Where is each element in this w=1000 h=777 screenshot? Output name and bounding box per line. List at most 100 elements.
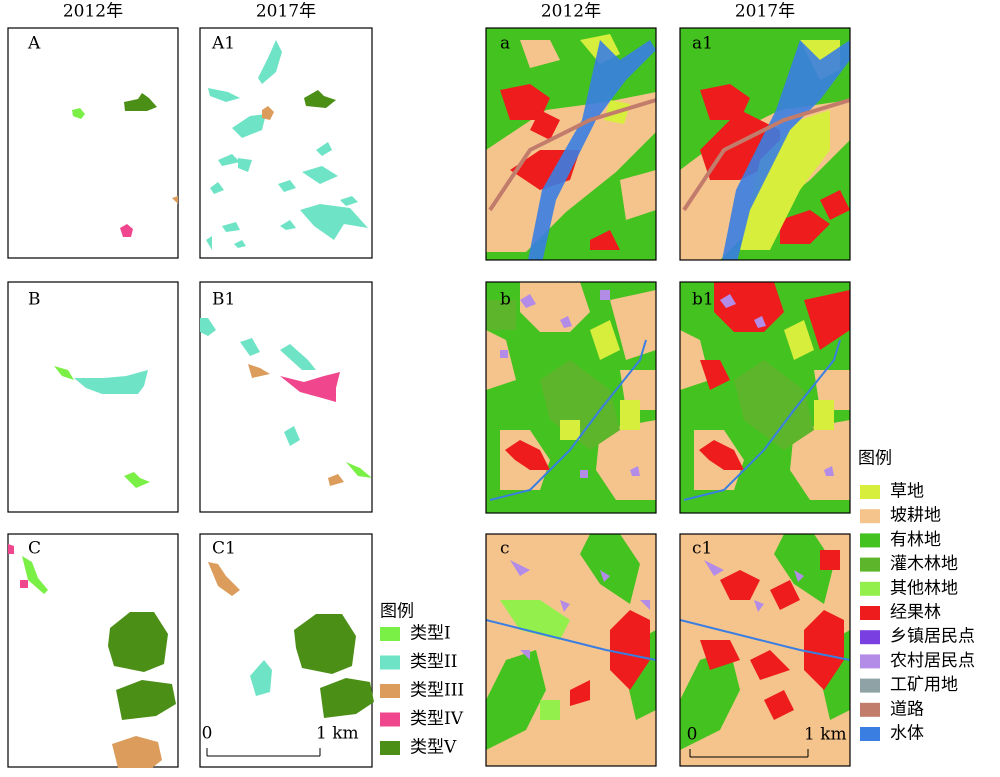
legend-swatch <box>860 630 880 645</box>
panel-label: b1 <box>692 290 714 310</box>
land-patch <box>704 560 804 612</box>
panel-label: B <box>28 290 41 310</box>
legend-swatch <box>380 712 400 727</box>
panel-label: B1 <box>212 290 235 310</box>
patch <box>250 660 272 696</box>
panel-a1: A1 <box>199 27 373 259</box>
patch <box>208 562 240 596</box>
patch <box>346 462 372 478</box>
land-patch <box>505 440 550 470</box>
patch <box>120 224 133 237</box>
panel-c-left: C <box>7 533 179 768</box>
panel-b1: B1 <box>199 281 373 513</box>
legend-swatch <box>860 654 880 669</box>
legend-title: 图例 <box>858 449 892 469</box>
land-patch <box>699 282 850 470</box>
legend-swatch <box>860 533 880 548</box>
legend: 类型I 类型II 类型III 类型IV 类型V <box>380 624 464 758</box>
column-header: 2012年 <box>541 2 601 22</box>
legend-swatch <box>380 627 400 641</box>
scale-label: 1 km <box>804 725 847 745</box>
patch <box>172 196 178 204</box>
panel-b-left: B <box>7 281 179 513</box>
land-patch <box>570 610 650 706</box>
land-patch <box>784 320 834 430</box>
patch <box>8 544 28 588</box>
panel-label: a1 <box>692 34 713 54</box>
legend-swatch <box>860 485 880 499</box>
panel-label: a <box>500 34 510 54</box>
map-c1 <box>680 534 850 766</box>
legend-label: 道路 <box>890 699 924 719</box>
land-patch <box>510 560 650 660</box>
legend-label: 乡镇居民点 <box>890 627 975 647</box>
legend-swatch <box>380 684 400 698</box>
patch <box>108 612 176 720</box>
map-b1 <box>680 282 850 513</box>
panel-label: C <box>28 539 41 559</box>
legend-label: 工矿用地 <box>890 675 958 695</box>
line-feature <box>489 339 647 501</box>
panel-label: b <box>500 290 511 310</box>
panel-a-left: A <box>7 27 179 259</box>
land-patch <box>500 600 570 720</box>
land-patch <box>560 320 640 440</box>
land-patch <box>734 360 814 450</box>
legend-label: 类型III <box>410 681 464 701</box>
patch <box>22 556 48 594</box>
land-patch <box>486 300 620 450</box>
land-patch <box>520 40 656 220</box>
legend-label: 类型V <box>410 738 457 758</box>
legend-label: 灌木林地 <box>890 554 958 574</box>
map-b <box>486 282 656 513</box>
land-patch <box>740 40 840 250</box>
map-c <box>486 534 656 766</box>
land-patch <box>680 534 850 750</box>
land-patch <box>528 40 656 260</box>
patch <box>72 108 85 119</box>
line-feature <box>680 619 850 661</box>
scale-label: 0 <box>687 725 698 745</box>
legend-label: 水体 <box>890 724 924 744</box>
panel-label: A <box>27 34 41 54</box>
patch <box>248 364 344 486</box>
legend-swatch <box>380 655 400 670</box>
map-a <box>486 28 656 260</box>
panel-label: c1 <box>692 539 712 559</box>
patch <box>280 372 340 402</box>
panel-c1: 0 1 km C1 <box>199 533 374 768</box>
legend-label: 其他林地 <box>890 578 958 598</box>
patch <box>206 40 368 250</box>
map-a1 <box>680 28 850 260</box>
line-feature <box>683 339 841 501</box>
legend-label: 类型II <box>410 652 457 672</box>
patch <box>294 614 374 718</box>
panel-label: C1 <box>212 539 236 559</box>
scale-label: 1 km <box>316 724 359 744</box>
patch <box>304 90 336 108</box>
legend-swatch <box>860 606 880 620</box>
legend-label: 坡耕地 <box>890 506 941 526</box>
legend-label: 类型I <box>410 624 451 644</box>
legend-swatch <box>380 741 400 755</box>
column-header: 2017年 <box>256 2 316 22</box>
land-patch <box>486 534 656 750</box>
legend-swatch <box>860 702 880 717</box>
legend-swatch <box>860 557 880 572</box>
legend-swatch <box>860 678 880 693</box>
line-feature <box>682 98 850 212</box>
legend-label: 经果林 <box>890 603 941 623</box>
panel-label: A1 <box>211 34 235 54</box>
legend-swatch <box>860 509 880 524</box>
land-patch <box>700 84 850 244</box>
legend-swatch <box>860 727 880 741</box>
patch <box>124 93 157 111</box>
column-header: 2017年 <box>735 2 795 22</box>
land-patch <box>722 40 850 260</box>
patch <box>112 736 162 768</box>
line-feature <box>486 619 656 661</box>
land-patch <box>700 550 844 720</box>
column-header: 2012年 <box>63 2 123 22</box>
